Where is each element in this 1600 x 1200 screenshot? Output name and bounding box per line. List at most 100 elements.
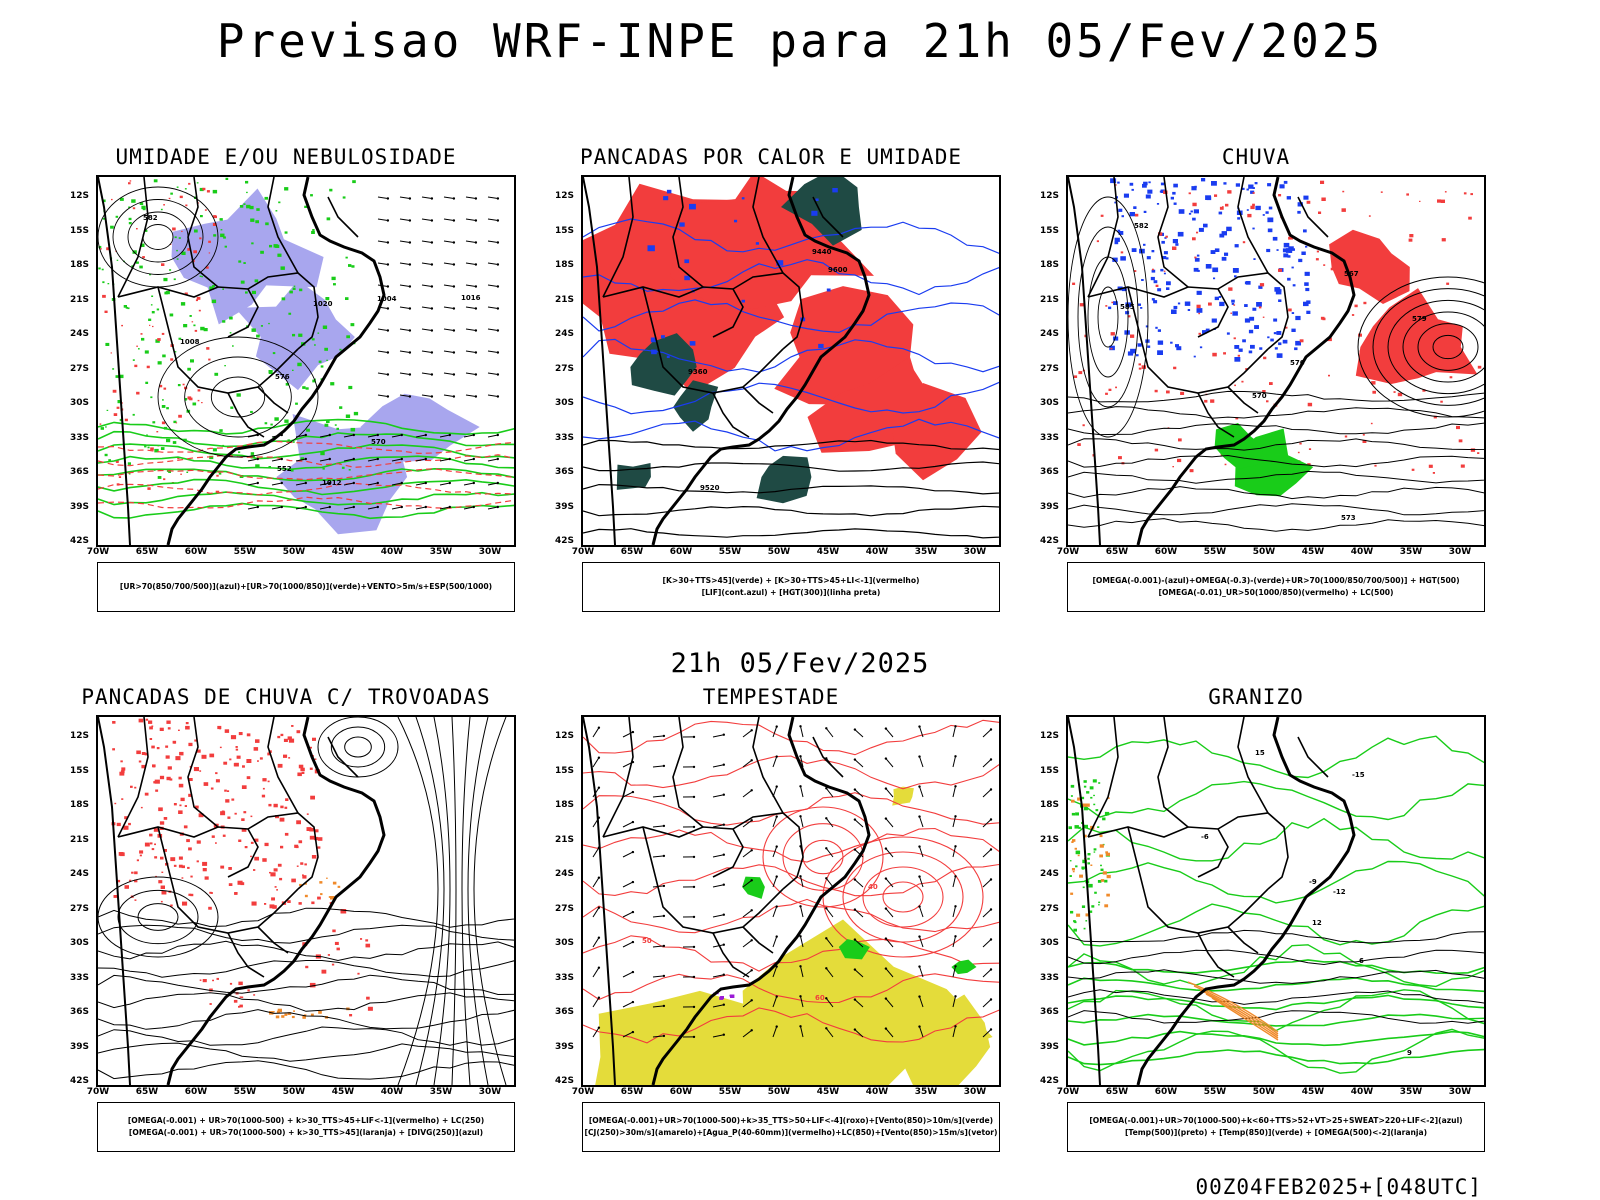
- lat-tick-label: 36S: [70, 1007, 90, 1017]
- lon-tick-label: 30W: [1448, 1087, 1472, 1097]
- lon-tick-label: 40W: [865, 1087, 889, 1097]
- legend-line: [OMEGA(-0.001)+UR>70(1000-500)+k<60+TTS>…: [1089, 1116, 1463, 1125]
- country-border: [602, 826, 744, 878]
- lon-tick-label: 55W: [233, 1087, 257, 1097]
- lon-tick-label: 50W: [1252, 547, 1276, 557]
- lat-tick-label: 30S: [70, 398, 90, 408]
- country-border: [752, 717, 784, 814]
- lon-tick-label: 70W: [571, 1087, 595, 1097]
- lat-tick-label: 15S: [70, 225, 90, 236]
- panel-pancadas-calor: PANCADAS POR CALOR E UMIDADE 12S 15S 18S 21S…: [531, 145, 1011, 645]
- contour-label: 573: [1341, 514, 1356, 522]
- lat-tick-label: 18S: [555, 260, 575, 270]
- lat-tick-label: 27S: [555, 903, 575, 914]
- lat-tick-label: 24S: [70, 869, 90, 879]
- country-border: [227, 932, 265, 978]
- country-border: [602, 286, 744, 338]
- country-border: [732, 812, 804, 890]
- lon-tick-label: 45W: [1301, 547, 1325, 557]
- lat-tick-label: 39S: [1040, 1041, 1060, 1052]
- panel-legend: [K>30+TTS>45](verde) + [K>30+TTS>45+LI<-…: [582, 562, 1000, 612]
- country-border: [247, 272, 319, 350]
- legend-line: [UR>70(850/700/500)](azul)+[UR>70(1000/8…: [119, 582, 493, 591]
- lon-tick-label: 45W: [331, 547, 355, 557]
- country-border: [732, 272, 804, 350]
- lat-tick-label: 21S: [1040, 834, 1060, 845]
- lat-tick-label: 18S: [1040, 800, 1060, 810]
- country-border: [1087, 286, 1229, 338]
- country-border: [117, 717, 149, 838]
- country-border: [1227, 926, 1259, 954]
- panel-trovoadas: PANCADAS DE CHUVA C/ TROVOADAS 12S 15S 18S 2…: [46, 685, 526, 1185]
- lat-tick-label: 24S: [555, 869, 575, 879]
- contour-label: 585: [1120, 303, 1135, 311]
- coastline: [166, 717, 386, 1085]
- panel-umidade: UMIDADE E/OU NEBULOSIDADE 12S 15S 18S 21S 24S…: [46, 145, 526, 645]
- country-border: [157, 286, 299, 394]
- lon-tick-label: 55W: [233, 547, 257, 557]
- country-border: [1127, 826, 1269, 934]
- lat-tick-label: 12S: [1040, 731, 1060, 741]
- legend-line: [OMEGA(-0.001)-(azul)+OMEGA(-0.3)-(verde…: [1092, 576, 1460, 585]
- lon-tick-label: 55W: [1203, 547, 1227, 557]
- country-border: [1217, 812, 1289, 890]
- country-border: [1297, 736, 1329, 778]
- country-border: [187, 717, 219, 828]
- country-border: [1237, 177, 1269, 274]
- lon-tick-label: 40W: [380, 547, 404, 557]
- forecast-map: 40 50 60: [581, 715, 1001, 1087]
- run-time-label: 00Z04FEB2025+[048UTC]: [1195, 1175, 1482, 1199]
- lat-tick-label: 24S: [70, 329, 90, 339]
- contour-label: 9: [1407, 1049, 1412, 1057]
- contour-label: 582: [143, 214, 158, 222]
- panel-legend: [OMEGA(-0.001)-(azul)+OMEGA(-0.3)-(verde…: [1067, 562, 1485, 612]
- lon-tick-label: 60W: [184, 547, 208, 557]
- contour-label: 1020: [313, 300, 333, 308]
- contour-label: 570: [371, 438, 386, 446]
- legend-line: [OMEGA(-0.01)_UR>50(1000/850)(vermelho) …: [1158, 588, 1394, 597]
- lat-tick-label: 33S: [70, 972, 90, 983]
- legend-line: [Temp(500)](preto) + [Temp(850)](verde) …: [1124, 1128, 1428, 1137]
- lon-tick-label: 65W: [1105, 1087, 1129, 1097]
- country-border: [267, 177, 299, 274]
- country-border: [267, 717, 299, 814]
- forecast-map: 9600 9520 9440 9360: [581, 175, 1001, 547]
- panel-legend: [OMEGA(-0.001)+UR>70(1000-500)+k<60+TTS>…: [1067, 1102, 1485, 1152]
- valid-time-title: 21h 05/Fev/2025: [670, 648, 930, 679]
- lat-tick-label: 24S: [555, 329, 575, 339]
- contour-label: 1012: [322, 479, 342, 487]
- lat-tick-label: 30S: [555, 938, 575, 948]
- contour-label: -9: [1309, 878, 1317, 886]
- country-border: [642, 826, 784, 934]
- lon-tick-label: 70W: [1056, 547, 1080, 557]
- contour-label: 60: [815, 994, 825, 1002]
- country-border: [157, 826, 299, 934]
- panel-title: UMIDADE E/OU NEBULOSIDADE: [115, 145, 457, 169]
- country-border: [117, 826, 259, 878]
- coastline: [651, 177, 871, 545]
- contour-label: 40: [868, 883, 878, 891]
- lon-tick-label: 50W: [282, 547, 306, 557]
- panel-tempestade: TEMPESTADE 12S 15S 18S 21S 24S 27S 30S 33S 36S 39S…: [531, 685, 1011, 1185]
- legend-line: [LIF](cont.azul) + [HGT(300)](linha pret…: [701, 588, 881, 597]
- lon-tick-label: 45W: [331, 1087, 355, 1097]
- lat-tick-label: 42S: [70, 536, 90, 546]
- country-border: [227, 392, 265, 438]
- lat-tick-label: 15S: [70, 765, 90, 776]
- lon-tick-label: 65W: [620, 1087, 644, 1097]
- contour-label: 576: [1290, 359, 1305, 367]
- panel-legend: [OMEGA(-0.001)+UR>70(1000-500)+k>35_TTS>…: [582, 1102, 1000, 1152]
- lat-tick-label: 21S: [555, 294, 575, 305]
- lon-tick-label: 50W: [282, 1087, 306, 1097]
- lat-tick-label: 15S: [1040, 765, 1060, 776]
- country-border: [117, 177, 149, 298]
- lon-tick-label: 50W: [767, 547, 791, 557]
- lat-tick-label: 33S: [70, 432, 90, 443]
- lat-tick-label: 27S: [1040, 363, 1060, 374]
- lon-tick-label: 35W: [429, 547, 453, 557]
- lat-tick-label: 39S: [555, 1041, 575, 1052]
- lat-tick-label: 39S: [70, 501, 90, 512]
- contour-label: 576: [275, 373, 290, 381]
- lon-tick-label: 35W: [1399, 547, 1423, 557]
- panel-title: TEMPESTADE: [702, 685, 840, 709]
